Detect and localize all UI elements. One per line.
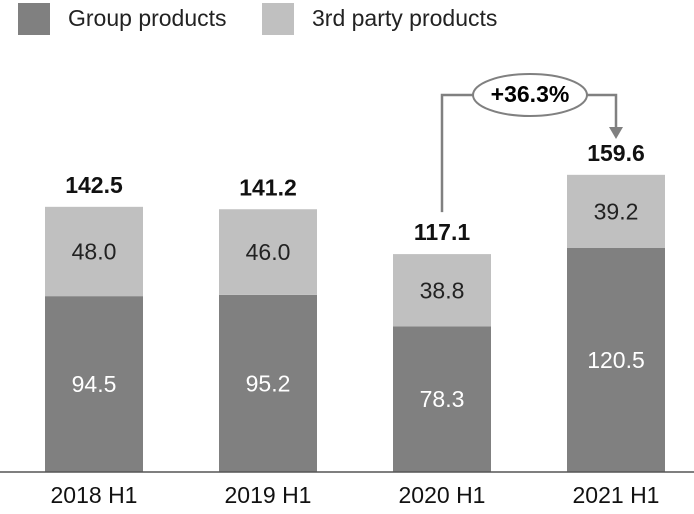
bar-segment — [219, 294, 317, 472]
bar-segment — [567, 174, 665, 248]
segment-label: 95.2 — [246, 370, 291, 396]
arrow-head — [609, 127, 623, 139]
legend-label: Group products — [68, 5, 227, 31]
segment-label: 38.8 — [420, 277, 465, 303]
segment-label: 48.0 — [72, 239, 117, 265]
bar-segment — [393, 326, 491, 472]
arrow-line — [440, 93, 618, 213]
x-tick-label: 2020 H1 — [399, 482, 486, 508]
bar-segment — [393, 254, 491, 327]
annotation-text: +36.3% — [491, 81, 570, 107]
bar-segment — [567, 247, 665, 472]
segment-label: 46.0 — [246, 239, 291, 265]
legend-swatch — [262, 3, 294, 35]
annotation-bubble — [472, 73, 588, 117]
segment-label: 94.5 — [72, 371, 117, 397]
total-label: 117.1 — [414, 219, 470, 245]
segment-label: 78.3 — [420, 386, 465, 412]
x-tick-label: 2019 H1 — [225, 482, 312, 508]
annotation: +36.3% — [472, 73, 588, 117]
segment-label: 120.5 — [587, 347, 645, 373]
bar-segment — [45, 296, 143, 472]
legend-label: 3rd party products — [312, 5, 497, 31]
legend-swatch — [18, 3, 50, 35]
growth-arrow — [440, 93, 623, 213]
segment-label: 39.2 — [594, 198, 639, 224]
bar-segment — [219, 209, 317, 295]
total-label: 141.2 — [239, 174, 297, 200]
x-tick-label: 2021 H1 — [573, 482, 660, 508]
total-label: 159.6 — [587, 140, 645, 166]
x-tick-label: 2018 H1 — [51, 482, 138, 508]
total-label: 142.5 — [65, 172, 123, 198]
bar-segment — [45, 206, 143, 297]
